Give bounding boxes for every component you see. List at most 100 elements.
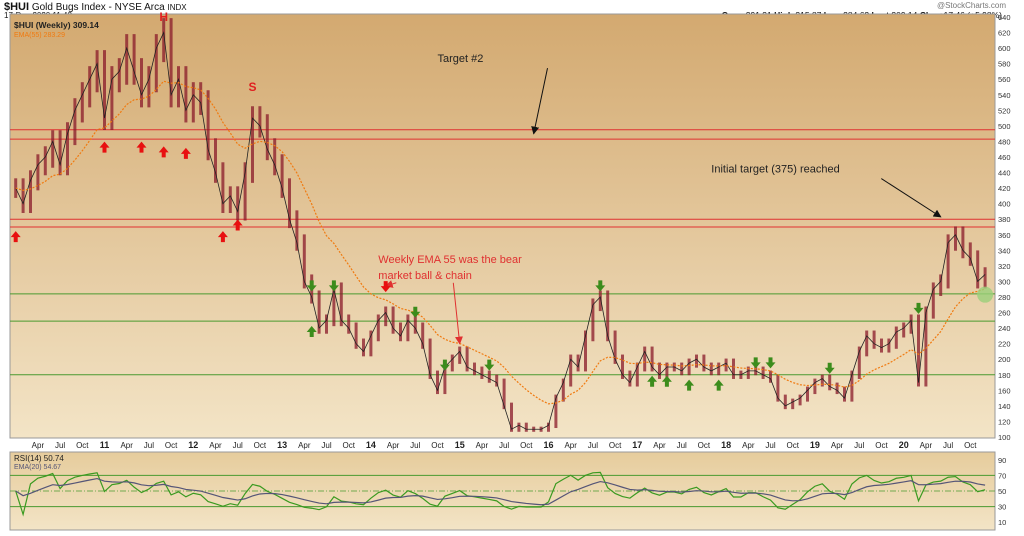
rsi-legend: RSI(14) 50.74 (14, 454, 64, 463)
rsi-ema-line (15, 477, 986, 506)
annotation-arrow (531, 68, 548, 135)
index-name: Gold Bugs Index - NYSE Arca (31, 2, 165, 13)
annotation-text: Target #2 (438, 53, 484, 65)
y-tick-label: 540 (998, 91, 1011, 100)
y-tick-label: 600 (998, 44, 1011, 53)
x-tick-label: Apr (32, 441, 45, 450)
x-tick-label: 17 (632, 440, 642, 450)
red-up-arrow-icon (136, 141, 147, 153)
current-ema-marker (977, 286, 994, 303)
green-up-arrow-icon (306, 326, 317, 337)
x-tick-label: Apr (742, 441, 755, 450)
y-tick-label: 480 (998, 137, 1011, 146)
green-down-arrow-icon (410, 306, 421, 318)
x-tick-label: Oct (964, 441, 977, 450)
annotation-arrow (881, 178, 942, 218)
red-up-arrow-icon (217, 231, 228, 243)
rsi-y-tick-label: 50 (998, 487, 1006, 496)
green-down-arrow-icon (439, 359, 450, 371)
x-tick-label: Jul (499, 441, 509, 450)
y-tick-label: 100 (998, 433, 1011, 442)
green-up-arrow-icon (661, 375, 672, 387)
annotation-text: market ball & chain (378, 270, 472, 282)
rsi-y-tick-label: 30 (998, 503, 1006, 512)
price-line (15, 31, 986, 430)
y-tick-label: 500 (998, 122, 1011, 131)
x-tick-label: 20 (899, 440, 909, 450)
annotation-arrow (452, 282, 463, 345)
x-tick-label: 12 (188, 440, 198, 450)
x-tick-label: Oct (875, 441, 888, 450)
symbol: $HUI (4, 1, 30, 13)
x-tick-label: Apr (831, 441, 844, 450)
x-tick-label: Jul (588, 441, 598, 450)
x-tick-label: Jul (410, 441, 420, 450)
rsi-y-tick-label: 70 (998, 471, 1006, 480)
y-tick-label: 460 (998, 153, 1011, 162)
red-up-arrow-icon (232, 219, 243, 231)
x-tick-label: Jul (321, 441, 331, 450)
x-tick-label: 16 (543, 440, 553, 450)
x-tick-label: Oct (698, 441, 711, 450)
x-tick-label: Apr (120, 441, 133, 450)
red-up-arrow-icon (180, 147, 191, 159)
y-tick-label: 320 (998, 262, 1011, 271)
price-legend: $HUI (Weekly) 309.14 (14, 20, 99, 30)
red-up-arrow-icon (10, 231, 21, 243)
y-tick-label: 220 (998, 340, 1011, 349)
x-tick-label: Oct (165, 441, 178, 450)
green-down-arrow-icon (913, 302, 924, 314)
x-tick-label: Apr (209, 441, 222, 450)
y-tick-label: 420 (998, 184, 1011, 193)
y-tick-label: 340 (998, 246, 1011, 255)
x-tick-label: Oct (431, 441, 444, 450)
x-tick-label: 19 (810, 440, 820, 450)
rsi-y-tick-label: 90 (998, 456, 1006, 465)
x-tick-label: Apr (298, 441, 311, 450)
green-down-arrow-icon (824, 362, 835, 374)
y-tick-label: 640 (998, 13, 1011, 22)
x-tick-label: Apr (564, 441, 577, 450)
ema55-line (15, 80, 986, 405)
x-tick-label: Apr (476, 441, 489, 450)
x-tick-label: Oct (786, 441, 799, 450)
y-tick-label: 560 (998, 75, 1011, 84)
y-tick-label: 440 (998, 169, 1011, 178)
red-up-arrow-icon (99, 141, 110, 153)
green-down-arrow-icon (765, 357, 776, 369)
y-tick-label: 180 (998, 371, 1011, 380)
y-tick-label: 240 (998, 324, 1011, 333)
y-tick-label: 200 (998, 355, 1011, 364)
x-tick-label: Oct (76, 441, 89, 450)
y-tick-label: 380 (998, 215, 1011, 224)
green-up-arrow-icon (647, 375, 658, 387)
annotation-text: Weekly EMA 55 was the bear (378, 254, 522, 266)
y-tick-label: 280 (998, 293, 1011, 302)
green-down-arrow-icon (306, 280, 317, 292)
red-down-arrow-icon (380, 281, 391, 293)
x-tick-label: Jul (854, 441, 864, 450)
x-tick-label: 11 (100, 440, 110, 450)
y-tick-label: 260 (998, 309, 1011, 318)
y-tick-label: 580 (998, 60, 1011, 69)
rsi-ema-legend: EMA(20) 54.67 (14, 464, 61, 471)
ema-legend: EMA(55) 283.29 (14, 32, 65, 39)
x-tick-label: Jul (943, 441, 953, 450)
annotation-text: Initial target (375) reached (711, 164, 839, 176)
x-tick-label: Oct (609, 441, 622, 450)
green-down-arrow-icon (750, 357, 761, 369)
pattern-label-s: S (248, 80, 256, 94)
x-tick-label: Apr (387, 441, 400, 450)
rsi-y-tick-label: 10 (998, 518, 1006, 527)
y-tick-label: 140 (998, 402, 1011, 411)
y-tick-label: 620 (998, 29, 1011, 38)
source-label: @StockCharts.com (936, 1, 1006, 10)
green-up-arrow-icon (713, 379, 724, 391)
rsi-line (15, 471, 986, 517)
x-tick-label: Oct (254, 441, 267, 450)
exchange: INDX (167, 3, 187, 12)
x-tick-label: Jul (765, 441, 775, 450)
x-tick-label: Jul (55, 441, 65, 450)
y-tick-label: 120 (998, 417, 1011, 426)
